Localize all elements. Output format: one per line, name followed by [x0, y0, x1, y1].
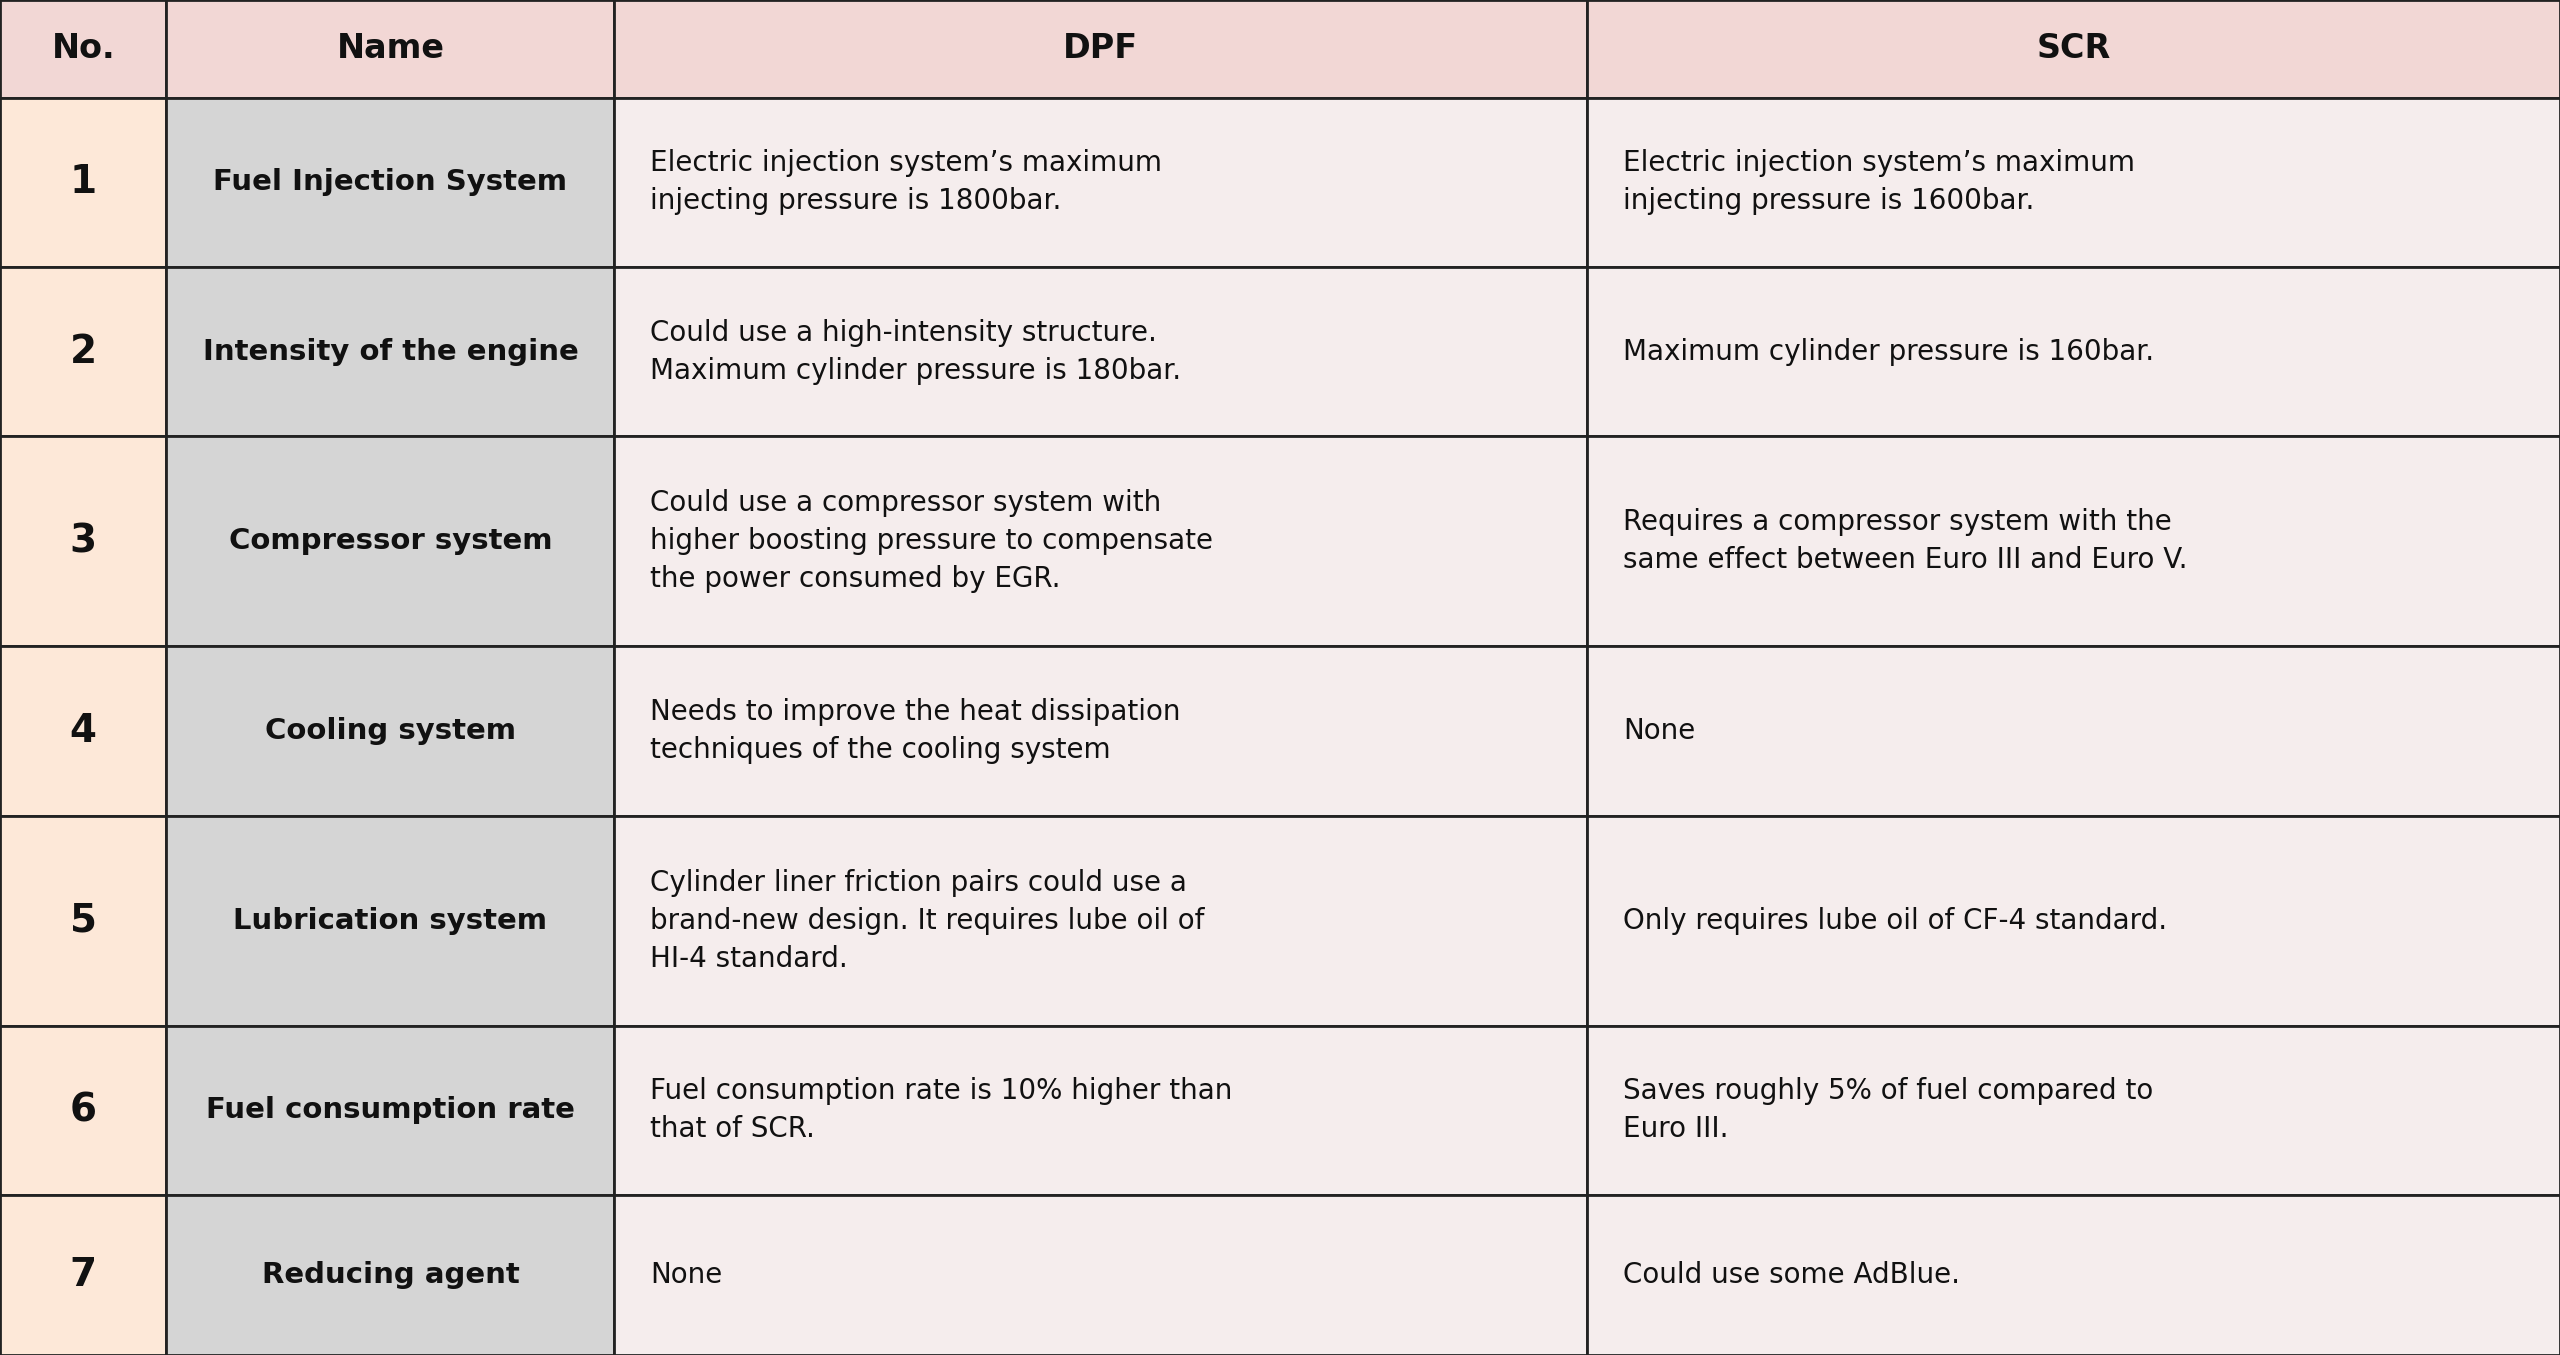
Text: No.: No. — [51, 33, 115, 65]
Bar — [1587, 1195, 2560, 1355]
Bar — [1587, 1026, 2560, 1195]
Bar — [166, 436, 614, 646]
Bar — [0, 267, 166, 436]
Bar — [166, 98, 614, 267]
Text: Could use some AdBlue.: Could use some AdBlue. — [1623, 1262, 1961, 1289]
Text: Could use a compressor system with
higher boosting pressure to compensate
the po: Could use a compressor system with highe… — [650, 489, 1213, 593]
Bar — [0, 98, 166, 267]
Bar — [1587, 0, 2560, 98]
Bar — [1587, 816, 2560, 1026]
Text: Reducing agent: Reducing agent — [261, 1262, 520, 1289]
Text: Saves roughly 5% of fuel compared to
Euro III.: Saves roughly 5% of fuel compared to Eur… — [1623, 1077, 2153, 1144]
Text: Could use a high-intensity structure.
Maximum cylinder pressure is 180bar.: Could use a high-intensity structure. Ma… — [650, 318, 1180, 385]
Text: Electric injection system’s maximum
injecting pressure is 1800bar.: Electric injection system’s maximum inje… — [650, 149, 1162, 215]
Bar — [614, 816, 1587, 1026]
Text: Intensity of the engine: Intensity of the engine — [202, 337, 579, 366]
Bar — [614, 1195, 1587, 1355]
Bar — [614, 98, 1587, 267]
Bar — [614, 0, 1587, 98]
Text: Fuel consumption rate is 10% higher than
that of SCR.: Fuel consumption rate is 10% higher than… — [650, 1077, 1231, 1144]
Bar — [0, 0, 166, 98]
Text: Needs to improve the heat dissipation
techniques of the cooling system: Needs to improve the heat dissipation te… — [650, 698, 1180, 764]
Text: Cylinder liner friction pairs could use a
brand-new design. It requires lube oil: Cylinder liner friction pairs could use … — [650, 869, 1206, 973]
Text: Name: Name — [335, 33, 445, 65]
Text: Lubrication system: Lubrication system — [233, 906, 548, 935]
Bar — [614, 646, 1587, 816]
Bar — [0, 1195, 166, 1355]
Bar — [0, 436, 166, 646]
Text: Requires a compressor system with the
same effect between Euro III and Euro V.: Requires a compressor system with the sa… — [1623, 508, 2189, 575]
Bar — [1587, 436, 2560, 646]
Text: DPF: DPF — [1062, 33, 1139, 65]
Text: Maximum cylinder pressure is 160bar.: Maximum cylinder pressure is 160bar. — [1623, 337, 2153, 366]
Bar — [0, 1026, 166, 1195]
Text: 4: 4 — [69, 711, 97, 751]
Text: 7: 7 — [69, 1256, 97, 1294]
Text: Compressor system: Compressor system — [228, 527, 553, 556]
Bar — [166, 1026, 614, 1195]
Bar — [1587, 267, 2560, 436]
Bar — [166, 267, 614, 436]
Text: Fuel consumption rate: Fuel consumption rate — [205, 1096, 576, 1125]
Bar — [166, 646, 614, 816]
Bar — [614, 267, 1587, 436]
Text: 6: 6 — [69, 1091, 97, 1130]
Bar — [0, 646, 166, 816]
Text: 5: 5 — [69, 901, 97, 940]
Bar — [166, 0, 614, 98]
Text: Fuel Injection System: Fuel Injection System — [212, 168, 568, 196]
Text: 1: 1 — [69, 163, 97, 202]
Bar — [614, 436, 1587, 646]
Text: None: None — [1623, 717, 1695, 745]
Text: Electric injection system’s maximum
injecting pressure is 1600bar.: Electric injection system’s maximum inje… — [1623, 149, 2135, 215]
Text: Cooling system: Cooling system — [264, 717, 517, 745]
Bar — [0, 816, 166, 1026]
Text: 2: 2 — [69, 332, 97, 371]
Bar — [614, 1026, 1587, 1195]
Bar — [1587, 98, 2560, 267]
Bar — [166, 1195, 614, 1355]
Text: SCR: SCR — [2035, 33, 2112, 65]
Bar — [1587, 646, 2560, 816]
Text: 3: 3 — [69, 522, 97, 561]
Bar — [166, 816, 614, 1026]
Text: None: None — [650, 1262, 722, 1289]
Text: Only requires lube oil of CF-4 standard.: Only requires lube oil of CF-4 standard. — [1623, 906, 2168, 935]
